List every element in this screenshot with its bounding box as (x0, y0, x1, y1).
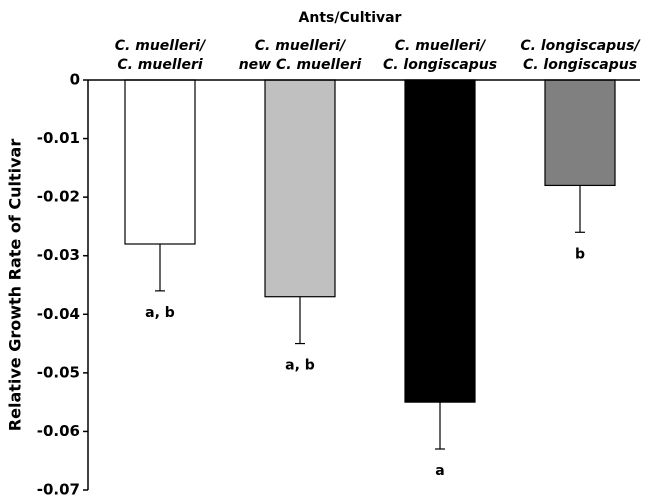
y-tick-label: 0 (70, 71, 80, 89)
bar (404, 79, 476, 403)
y-tick-label: -0.03 (37, 246, 80, 264)
annotation: b (575, 246, 585, 262)
category-label: C. longiscapus (523, 57, 637, 73)
y-tick-label: -0.01 (37, 129, 80, 147)
category-label: C. muelleri (117, 57, 203, 73)
bar (544, 79, 616, 187)
y-axis-label: Relative Growth Rate of Cultivar (6, 139, 25, 432)
bar (264, 79, 336, 298)
y-tick-label: -0.07 (37, 481, 80, 496)
y-tick-label: -0.04 (37, 305, 80, 323)
category-label: C. longiscapus (383, 57, 497, 73)
annotation: a, b (145, 305, 175, 321)
y-tick-label: -0.05 (37, 363, 80, 381)
chart-title: Ants/Cultivar (299, 10, 402, 26)
bar (124, 79, 196, 245)
category-label: C. longiscapus/ (520, 38, 641, 54)
category-label: C. muelleri/ (255, 38, 347, 54)
category-label: new C. muelleri (239, 57, 362, 73)
category-label: C. muelleri/ (395, 38, 487, 54)
y-tick-label: -0.02 (37, 188, 80, 206)
annotation: a, b (285, 358, 315, 374)
y-tick-label: -0.06 (37, 422, 80, 440)
annotation: a (435, 463, 444, 479)
category-label: C. muelleri/ (115, 38, 207, 54)
